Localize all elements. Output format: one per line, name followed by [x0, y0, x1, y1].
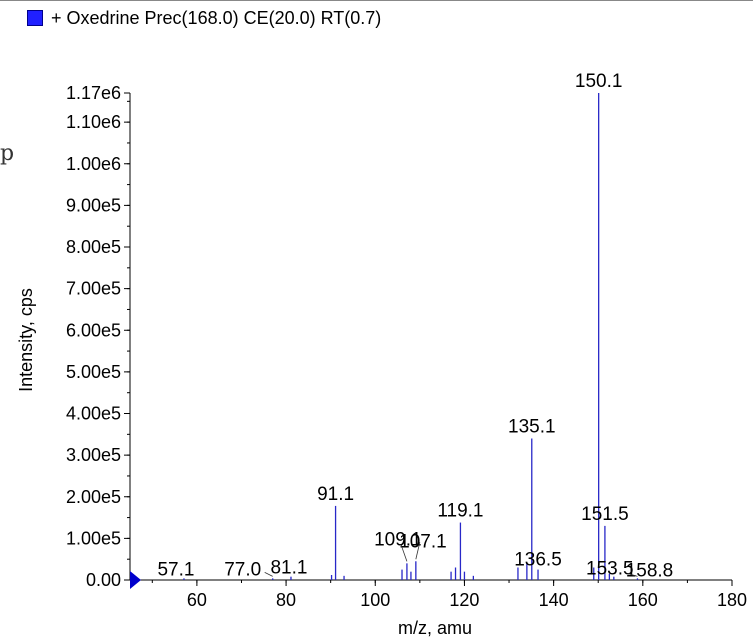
peak-label: 81.1 — [270, 558, 307, 579]
peak-label-leader — [415, 542, 421, 560]
legend: + Oxedrine Prec(168.0) CE(20.0) RT(0.7) — [27, 5, 381, 31]
peak-label: 109.1 — [374, 529, 422, 550]
y-tick-label: 8.00e5 — [66, 237, 121, 257]
peak-label: 57.1 — [157, 559, 194, 580]
precursor-marker-icon — [130, 571, 141, 589]
y-axis-label: Intensity, cps — [16, 288, 36, 392]
legend-label: + Oxedrine Prec(168.0) CE(20.0) RT(0.7) — [51, 7, 382, 28]
y-tick-label: 9.00e5 — [66, 195, 121, 215]
peaks — [183, 93, 639, 580]
peak-label: 158.8 — [626, 560, 674, 581]
x-tick-label: 80 — [276, 590, 296, 610]
peak-label-leader — [400, 544, 408, 562]
x-tick-label: 180 — [717, 590, 747, 610]
y-tick-label: 4.00e5 — [66, 404, 121, 424]
peak-label: 119.1 — [437, 501, 483, 522]
y-tick-label: 1.00e6 — [66, 154, 121, 174]
peak-label-leader — [264, 571, 273, 577]
peak-label: 107.1 — [399, 531, 447, 552]
y-tick-label: 1.17e6 — [66, 83, 121, 103]
peak-label: 136.5 — [514, 550, 562, 571]
x-tick-label: 100 — [360, 590, 390, 610]
axes: 0.00 1.00e5 2.00e5 3.00e5 4.00e5 5.00e5 6.00e5… — [66, 83, 747, 610]
y-tick-label: 2.00e5 — [66, 487, 121, 507]
y-tick-label: 1.10e6 — [66, 112, 121, 132]
peak-label: 91.1 — [317, 484, 354, 505]
y-tick-label: 5.00e5 — [66, 362, 121, 382]
x-tick-label: 160 — [628, 590, 658, 610]
x-tick-label: 140 — [539, 590, 569, 610]
peak-label: 153.5 — [586, 559, 634, 580]
peak-label-leader — [627, 572, 638, 577]
y-tick-label: 3.00e5 — [66, 445, 121, 465]
clipped-edge-glyph: p — [0, 141, 15, 166]
x-tick-label: 120 — [449, 590, 479, 610]
y-tick-label: 7.00e5 — [66, 279, 121, 299]
x-tick-label: 60 — [187, 590, 207, 610]
legend-swatch — [27, 10, 43, 26]
peak-label: 150.1 — [575, 71, 623, 92]
x-axis-label: m/z, amu — [398, 618, 472, 638]
y-tick-label: 6.00e5 — [66, 320, 121, 340]
y-tick-label: 1.00e5 — [66, 528, 121, 548]
peak-label: 151.5 — [581, 504, 629, 525]
peak-label: 77.0 — [224, 559, 261, 580]
top-rule — [0, 0, 753, 1]
y-tick-label: 0.00 — [86, 570, 121, 590]
peak-label: 135.1 — [508, 416, 556, 437]
